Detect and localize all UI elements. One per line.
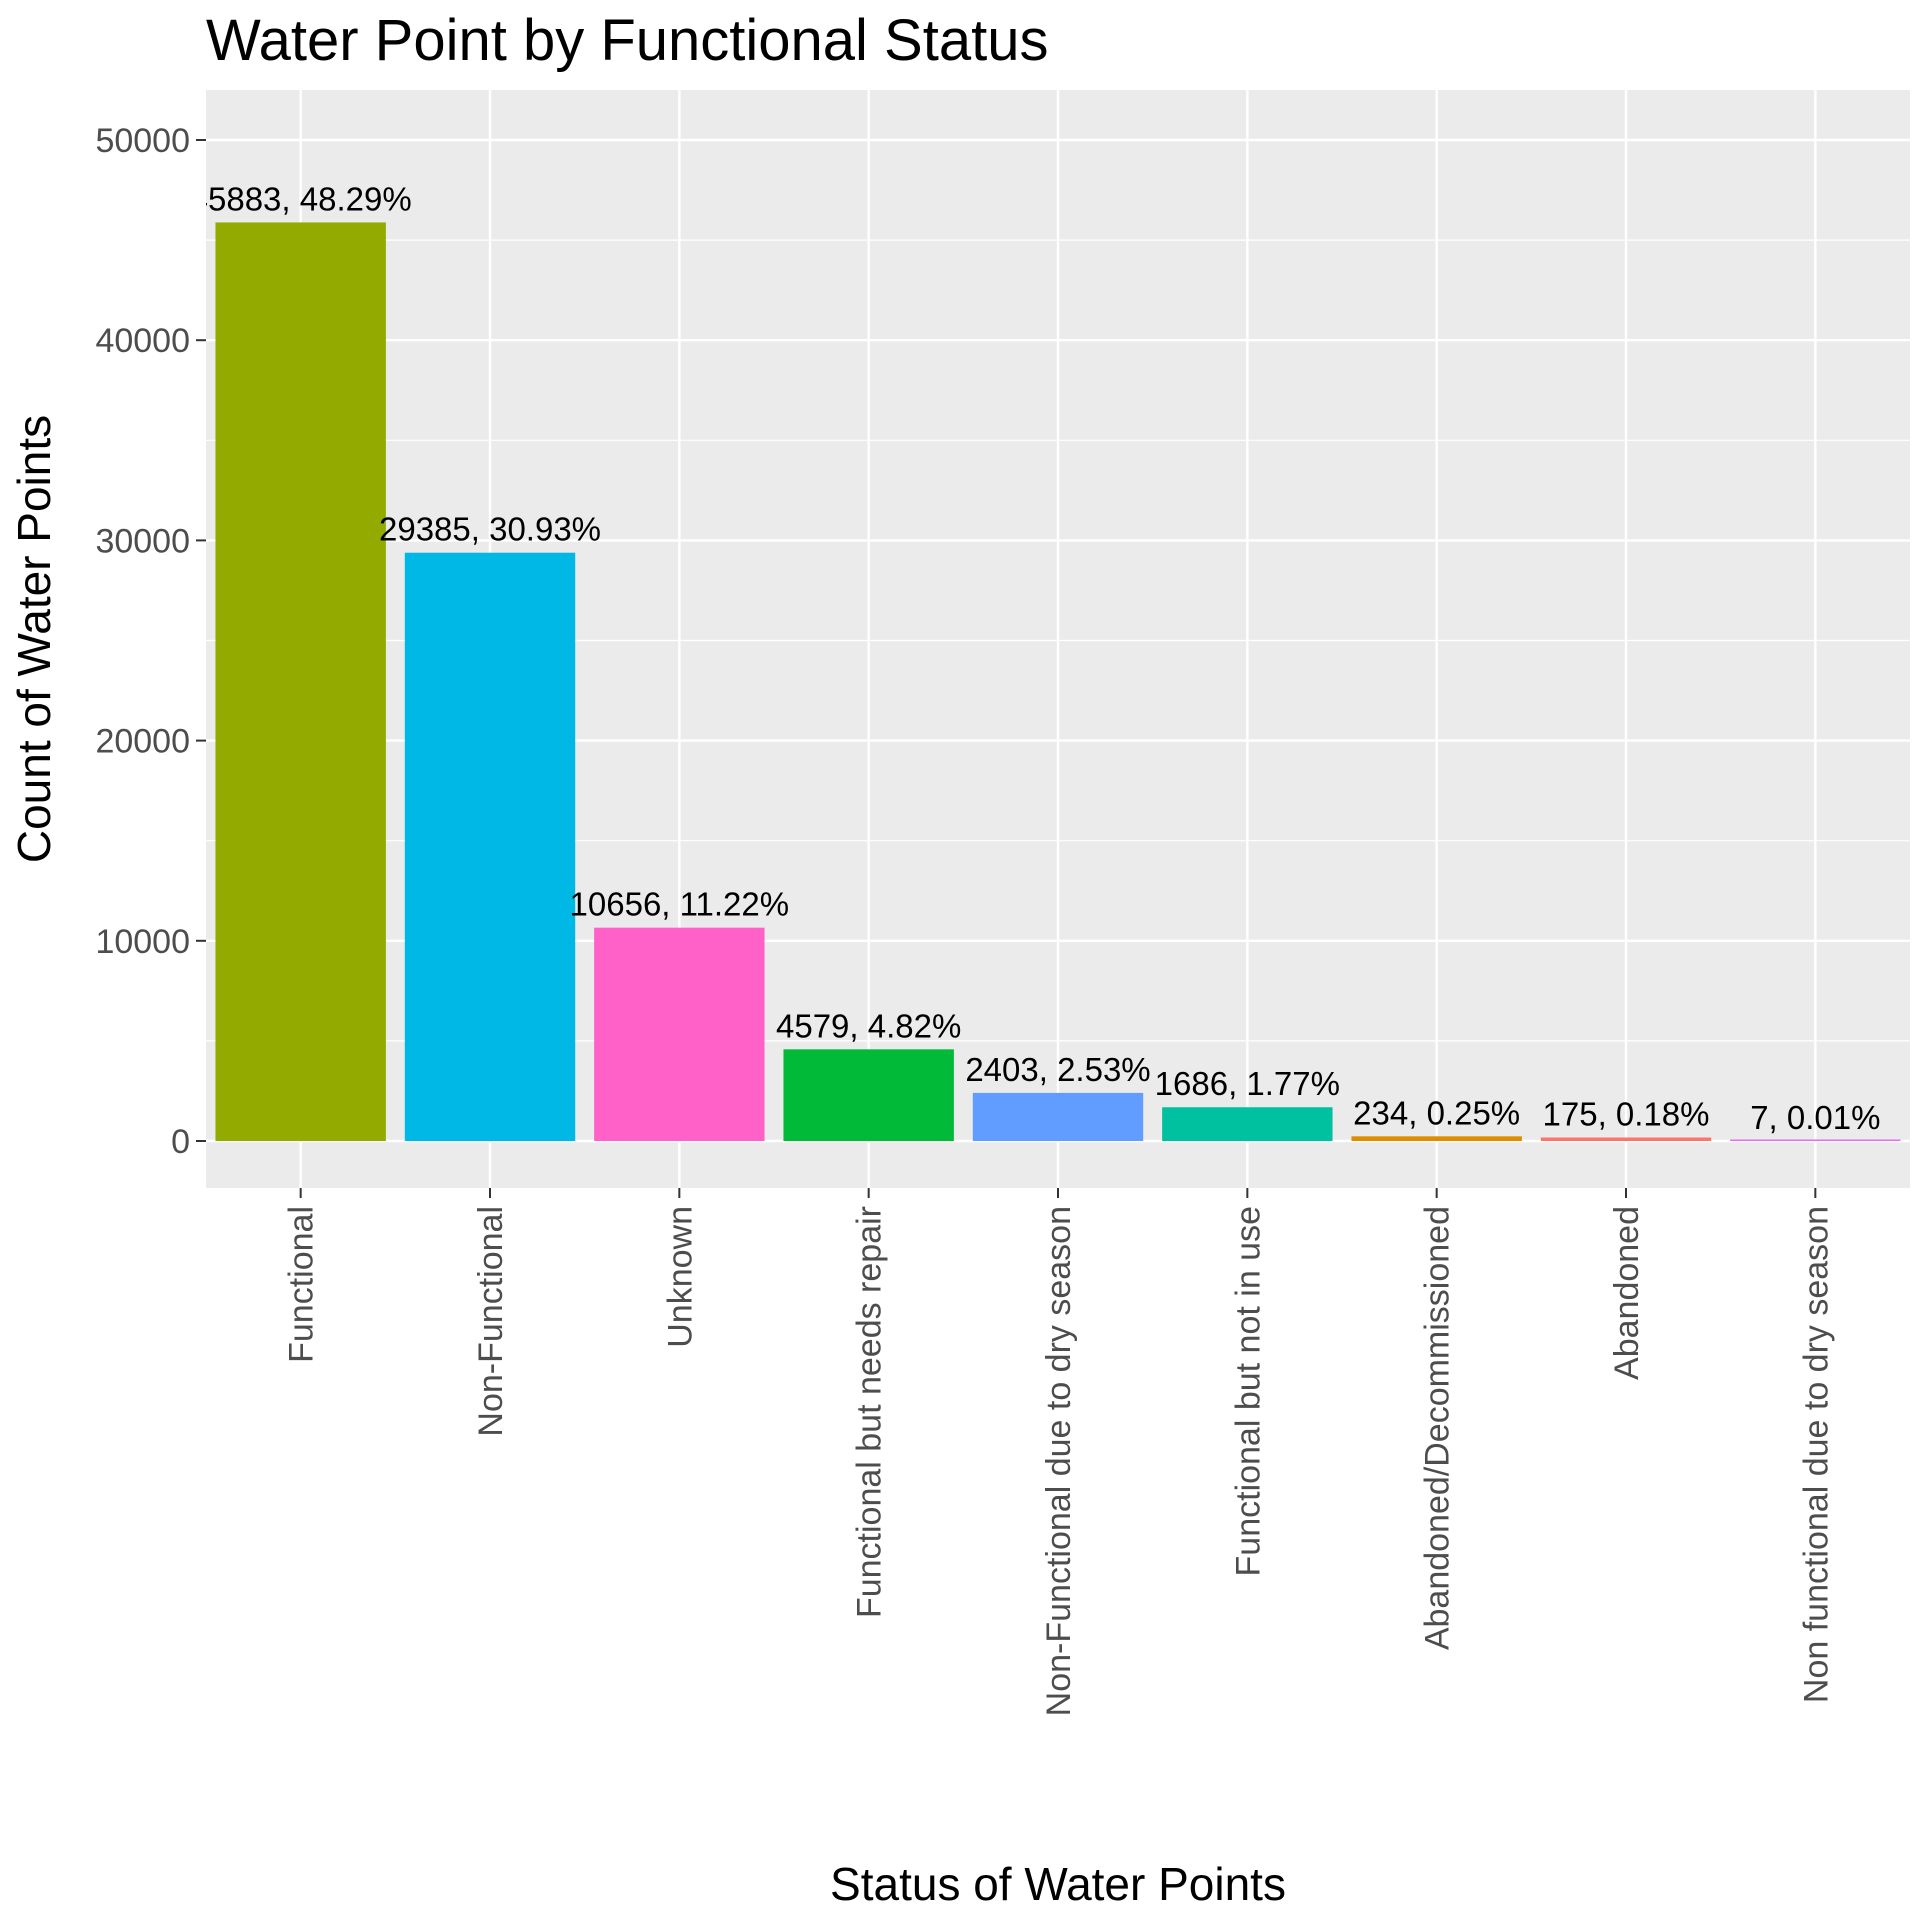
chart-title: Water Point by Functional Status — [206, 8, 1048, 73]
bar — [1162, 1107, 1333, 1141]
y-tick-label: 40000 — [95, 322, 190, 360]
bar — [215, 222, 386, 1141]
data-label: 10656, 11.22% — [570, 886, 790, 923]
data-label: 1686, 1.77% — [1155, 1065, 1340, 1102]
data-label: 7, 0.01% — [1750, 1099, 1880, 1136]
x-tick-label: Functional — [283, 1206, 321, 1363]
x-tick-label: Abandoned/Decommissioned — [1419, 1206, 1457, 1650]
bar — [1730, 1139, 1901, 1141]
data-label: 2403, 2.53% — [965, 1051, 1150, 1088]
y-tick-label: 0 — [171, 1123, 190, 1161]
y-tick-label: 50000 — [95, 122, 190, 160]
x-tick-label: Functional but needs repair — [851, 1206, 889, 1618]
data-labels: 45883, 48.29% 29385, 30.93% 10656, 11.22% 4… — [190, 180, 1880, 1136]
data-label: 29385, 30.93% — [379, 511, 601, 548]
bar — [594, 927, 765, 1141]
y-tick-label: 10000 — [95, 923, 190, 961]
x-tick-label: Abandoned — [1608, 1206, 1646, 1380]
x-tick-label: Unknown — [661, 1206, 699, 1348]
x-tick-label: Non-Functional due to dry season — [1040, 1206, 1078, 1716]
data-label: 4579, 4.82% — [776, 1007, 961, 1044]
y-tick-label: 30000 — [95, 522, 190, 560]
x-tick-label: Non functional due to dry season — [1797, 1206, 1835, 1703]
data-label: 45883, 48.29% — [190, 180, 412, 217]
y-axis-title: Count of Water Points — [8, 415, 60, 863]
bar — [783, 1049, 954, 1141]
bar — [404, 552, 576, 1141]
x-axis: Functional Non-Functional Unknown Functiona… — [283, 1188, 1835, 1716]
x-axis-title: Status of Water Points — [830, 1858, 1286, 1910]
y-axis: 0 10000 20000 30000 40000 50000 — [95, 122, 206, 1161]
x-tick-label: Functional but not in use — [1229, 1206, 1267, 1576]
bars — [215, 222, 1901, 1141]
data-label: 234, 0.25% — [1353, 1094, 1520, 1131]
bar — [972, 1092, 1144, 1141]
bar — [1351, 1136, 1522, 1141]
bar — [1540, 1137, 1712, 1141]
y-tick-label: 20000 — [95, 723, 190, 761]
x-tick-label: Non-Functional — [472, 1206, 510, 1437]
data-label: 175, 0.18% — [1543, 1095, 1710, 1132]
